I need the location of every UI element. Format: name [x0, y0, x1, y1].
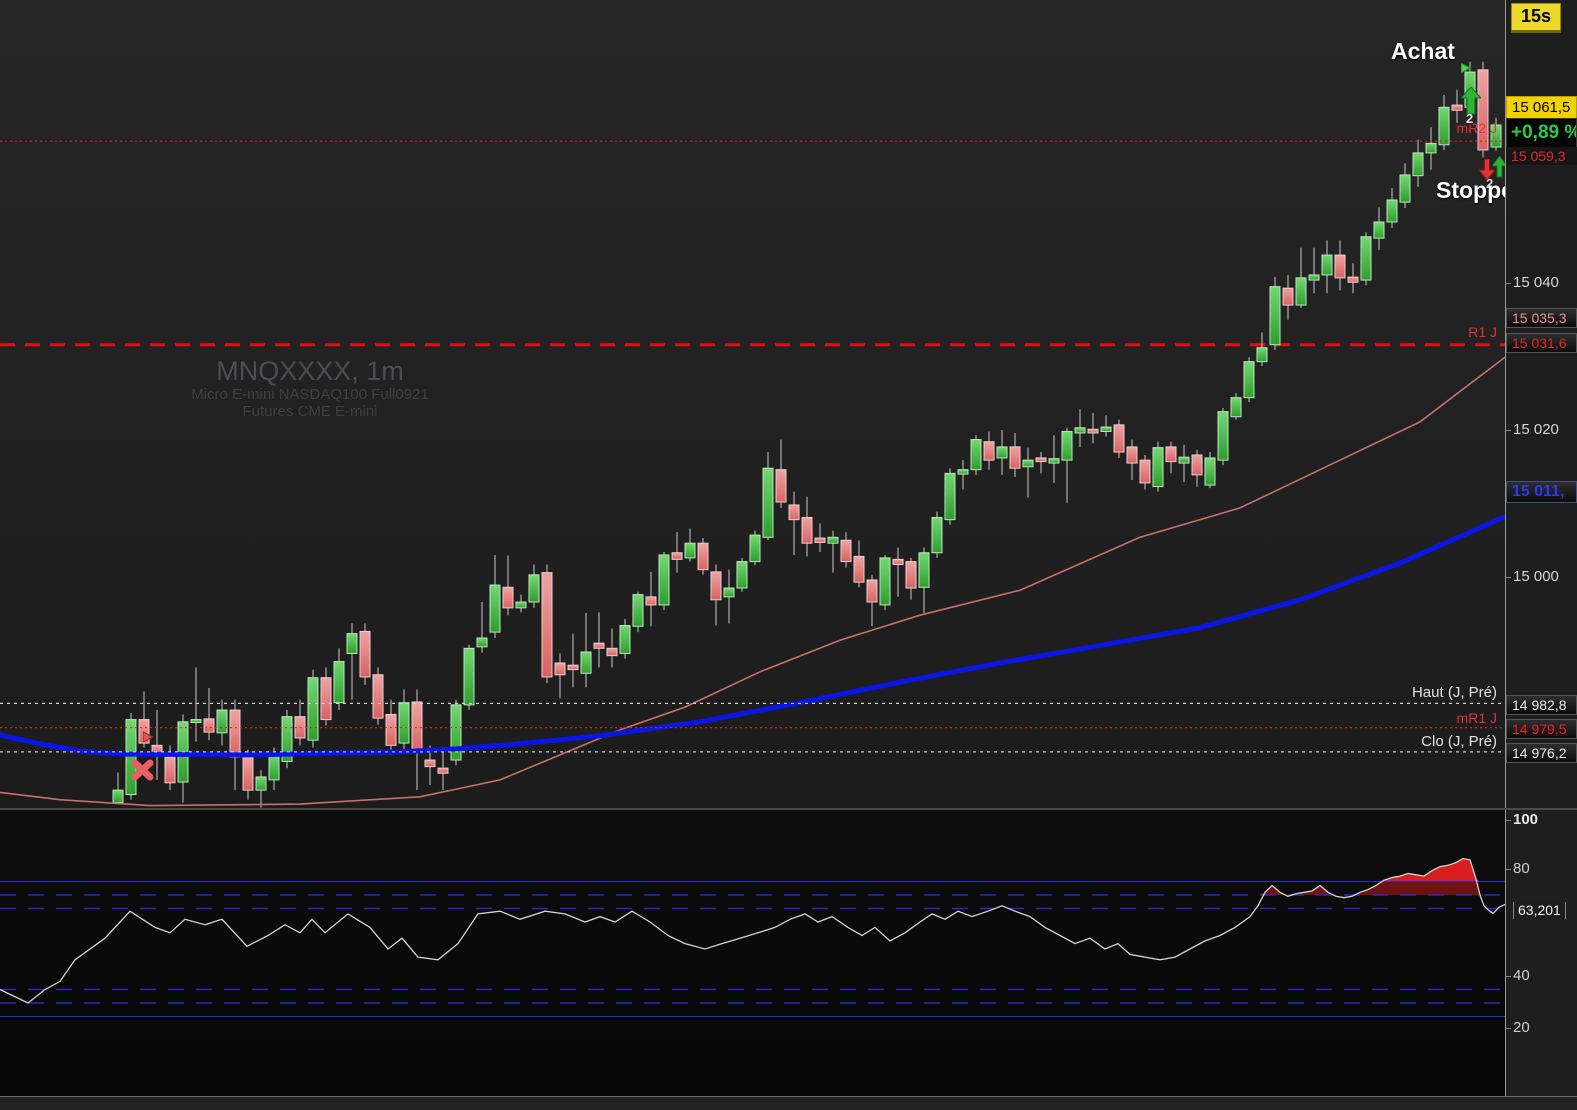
ind-value-box-wrap: 63,201	[1506, 902, 1577, 919]
scale-label-15000: 15 000	[1506, 568, 1577, 585]
scale-label-15020: 15 020	[1506, 421, 1577, 438]
footer-strip	[0, 1097, 1577, 1110]
level-label-r1: R1 J	[1468, 324, 1497, 340]
indicator-value-box: 63,201	[1513, 902, 1566, 919]
oscillator-chart[interactable]	[0, 810, 1505, 1096]
buy-qty-label: 2	[1466, 111, 1474, 126]
mr2-price-label: 15 059,3	[1506, 147, 1577, 165]
buy-arrow-icon	[1459, 86, 1483, 120]
stop-annotation-label: Stoppé	[1436, 177, 1505, 203]
bottom-divider	[0, 1096, 1577, 1097]
r1-price-box: 15 031,6	[1506, 333, 1577, 353]
oscillator-pane[interactable]	[0, 810, 1505, 1096]
mr1-price-box: 14 979,5	[1506, 719, 1577, 739]
level-price-box: 15 035,3	[1506, 308, 1577, 328]
level-label-haut: Haut (J, Pré)	[1411, 684, 1497, 701]
level-label-clo: Clo (J, Pré)	[1421, 733, 1497, 750]
scale-label-15040: 15 040	[1506, 274, 1577, 291]
change-percent-box: +0,89 %	[1506, 118, 1577, 148]
entry-flag-icon	[1460, 61, 1472, 79]
level-label-mr1: mR1 J	[1456, 710, 1497, 726]
timeframe-badge[interactable]: 15s	[1511, 3, 1562, 33]
candlestick-chart[interactable]	[0, 0, 1505, 808]
price-chart-pane[interactable]: MNQXXXX, 1m Micro E-mini NASDAQ100 Full0…	[0, 0, 1505, 808]
ma-price-box: 15 011,	[1506, 481, 1577, 503]
stop-arrow-up-icon	[1491, 155, 1505, 183]
level-label-mr2: mR2 J	[1456, 120, 1497, 136]
stop-qty-label: 2	[1486, 176, 1494, 191]
haut-price-box: 14 982,8	[1506, 695, 1577, 715]
stop-arrow-down-icon	[1477, 158, 1497, 186]
stop-cross-icon	[131, 759, 154, 786]
ind-scale-100: 100	[1506, 811, 1577, 828]
pane-divider[interactable]	[0, 808, 1577, 810]
buy-annotation-label: Achat	[1391, 38, 1455, 64]
ind-scale-20: 20	[1506, 1019, 1577, 1036]
price-axis[interactable]: 15s 15 061,5 +0,89 % 15 059,3 15 040 15 …	[1505, 0, 1577, 1110]
clo-price-box: 14 976,2	[1506, 743, 1577, 763]
ind-scale-80: 80	[1506, 860, 1577, 877]
ind-scale-40: 40	[1506, 967, 1577, 984]
sell-flag-icon	[142, 730, 155, 748]
last-price-box: 15 061,5	[1506, 96, 1577, 119]
